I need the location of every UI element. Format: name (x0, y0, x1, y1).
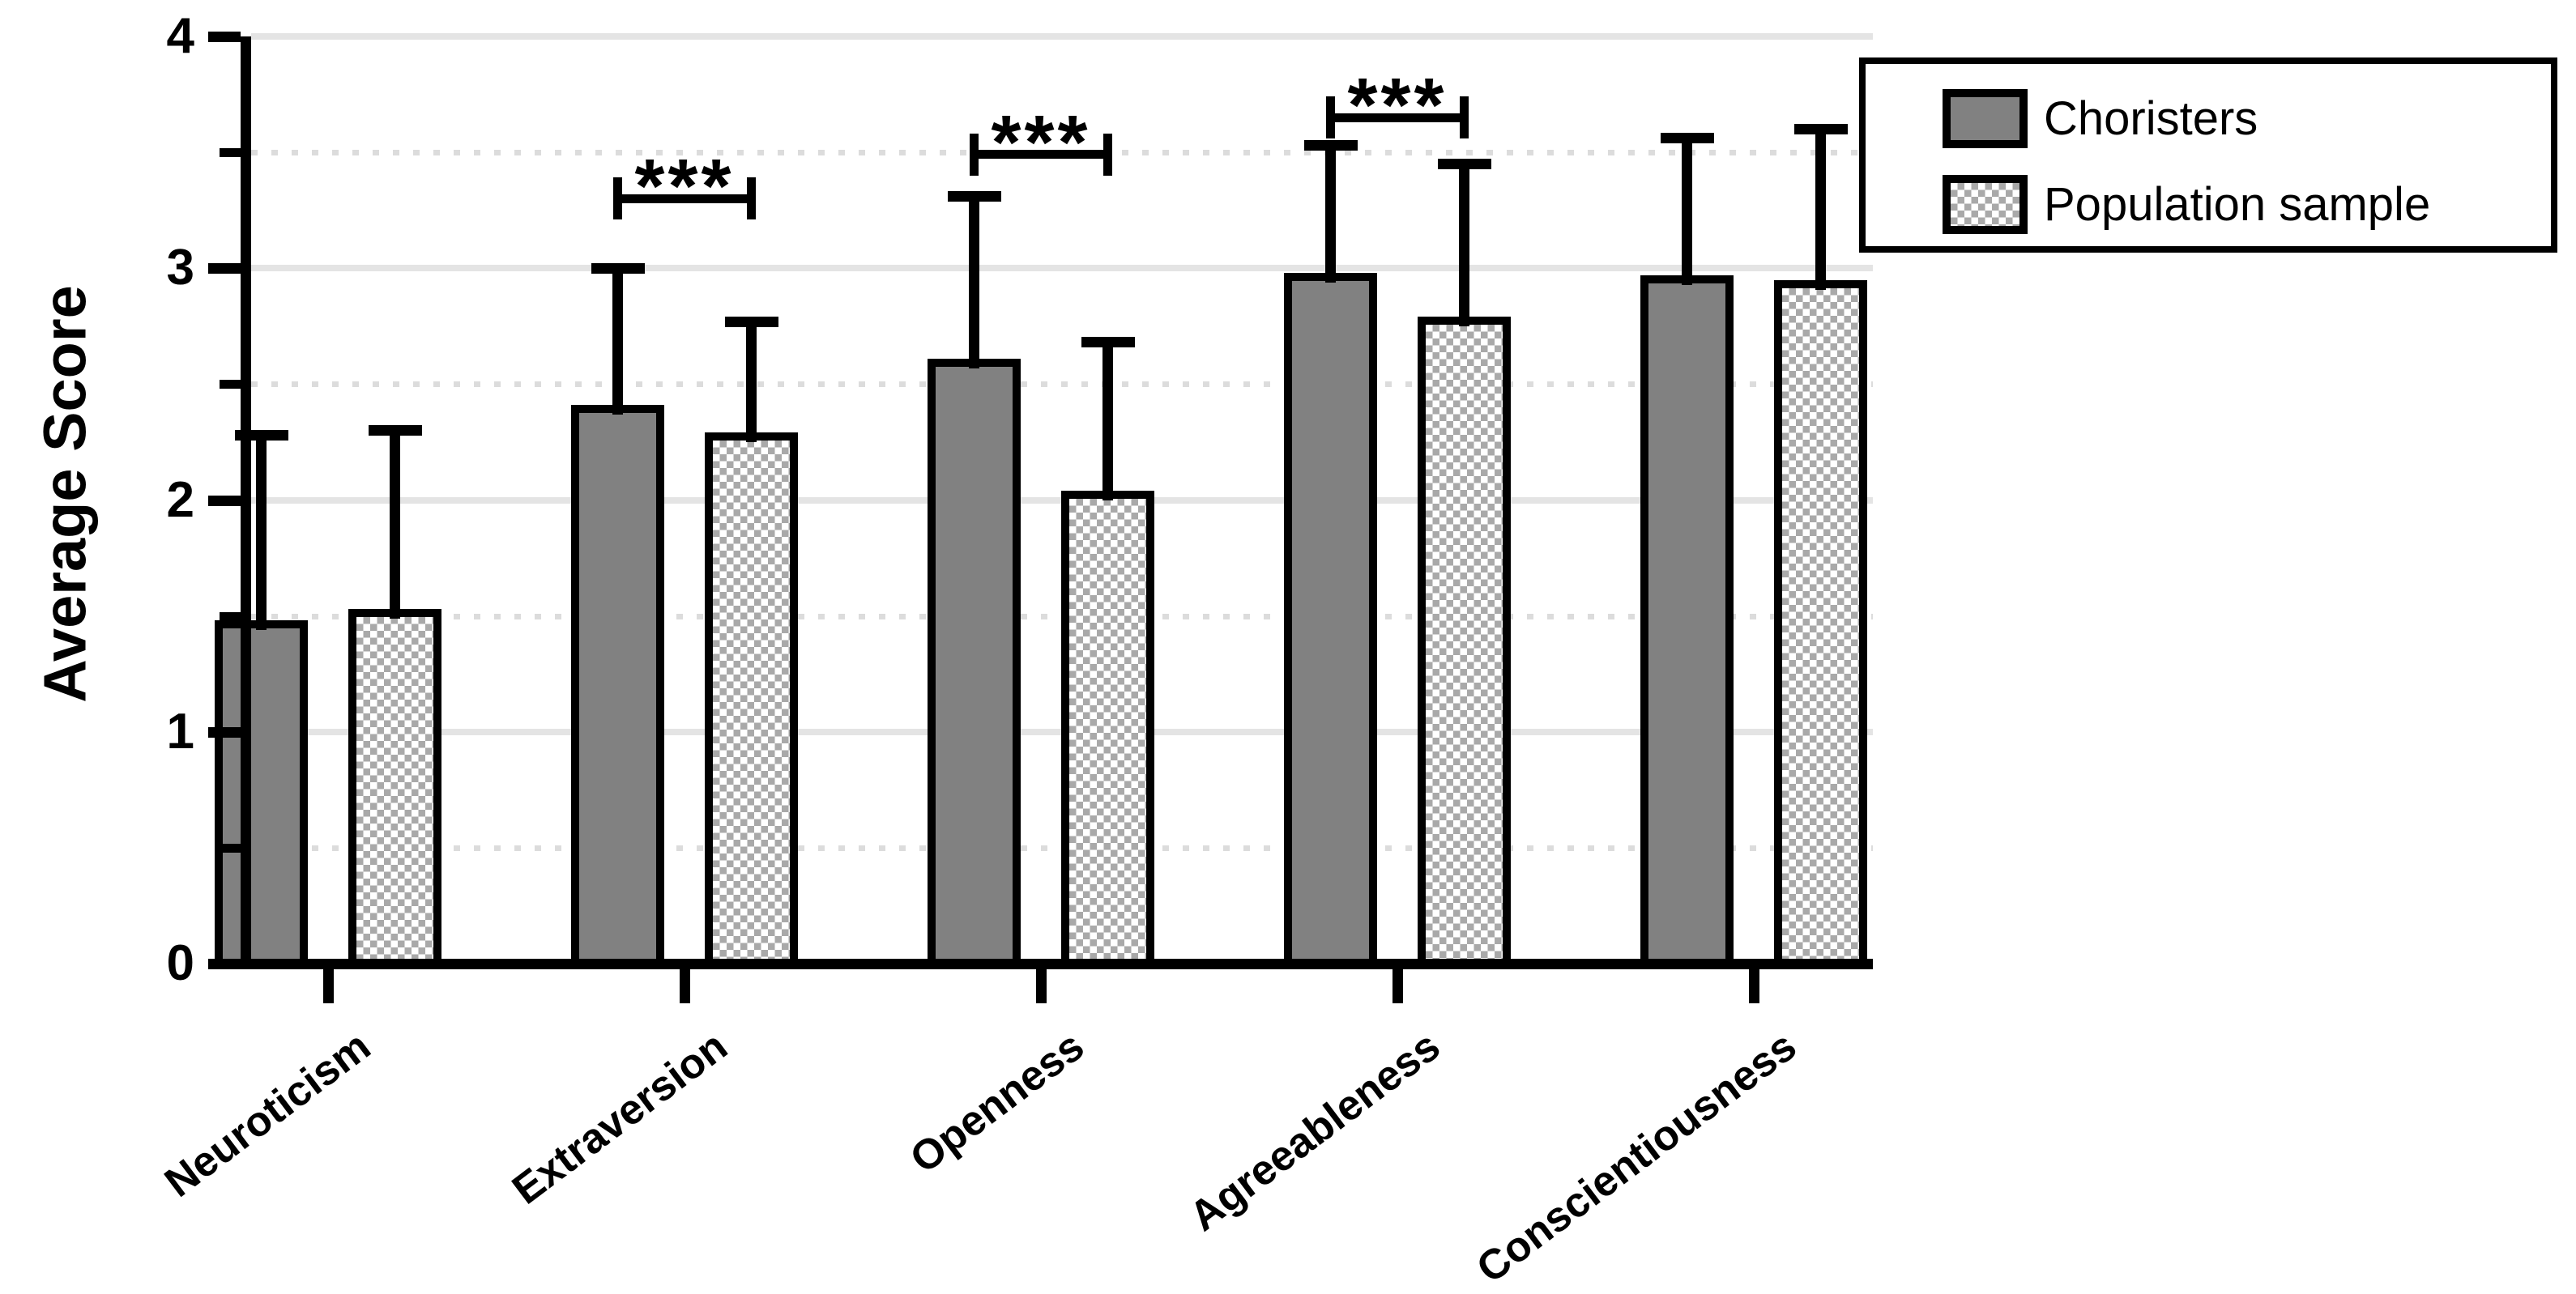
error-bar-cap (1437, 158, 1491, 169)
error-bar-cap (234, 429, 288, 441)
y-tick-label-2: 2 (166, 471, 194, 528)
bar-conscientiousness-population-sample (1774, 279, 1867, 968)
x-label-extraversion: Extraversion (503, 1022, 736, 1214)
error-bar-stem (1325, 145, 1336, 283)
x-tick-conscientiousness (1749, 969, 1759, 1003)
x-label-openness: Openness (901, 1022, 1093, 1183)
sig-bracket-agreeableness (1330, 113, 1465, 122)
error-bar-cap (1793, 124, 1848, 134)
gridline-y-4 (251, 33, 1873, 40)
sig-bracket-end (613, 177, 622, 220)
bar-conscientiousness-choristers (1640, 275, 1734, 968)
bar-openness-choristers (928, 358, 1021, 968)
y-tick-2 (208, 495, 241, 506)
error-bar-stem (746, 321, 757, 443)
y-tick-label-0: 0 (166, 935, 194, 991)
gridline-y-3 (251, 265, 1873, 272)
bar-openness-population-sample (1061, 491, 1154, 968)
y-tick-1 (208, 726, 241, 738)
error-bar-stem (1815, 129, 1826, 290)
sig-stars-agreeableness: *** (1347, 62, 1448, 149)
sig-bracket-end (1326, 96, 1335, 139)
legend-item-choristers: Choristers (1866, 86, 2551, 151)
y-tick-label-1: 1 (166, 703, 194, 760)
x-label-neuroticism: Neuroticism (156, 1022, 380, 1207)
y-minor-tick-1.5 (220, 611, 241, 621)
gridline-y-2.5 (251, 381, 1873, 388)
x-label-agreeableness: Agreeableness (1181, 1022, 1449, 1241)
sig-stars-openness: *** (991, 99, 1091, 185)
x-tick-neuroticism (323, 969, 334, 1003)
legend-box: Choristers Population sample (1859, 57, 2557, 253)
error-bar-cap (368, 425, 422, 436)
error-bar-cap (1660, 133, 1714, 144)
x-tick-agreeableness (1392, 969, 1403, 1003)
error-bar-cap (724, 316, 778, 327)
y-minor-tick-3.5 (220, 148, 241, 158)
error-bar-stem (256, 435, 267, 631)
y-minor-tick-0.5 (220, 843, 241, 853)
sig-bracket-extraversion (617, 194, 752, 203)
error-bar-stem (612, 268, 623, 415)
y-tick-label-4: 4 (166, 8, 194, 64)
legend-label: Population sample (2044, 177, 2431, 231)
legend-item-population-sample: Population sample (1866, 172, 2551, 236)
error-bar-stem (1102, 342, 1113, 501)
bar-neuroticism-choristers (215, 620, 308, 968)
y-axis-title: Average Score (31, 285, 99, 703)
y-minor-tick-2.5 (220, 380, 241, 389)
y-tick-3 (208, 263, 241, 275)
error-bar-cap (591, 262, 645, 274)
sig-bracket-end (747, 177, 756, 220)
y-axis-line (241, 36, 251, 969)
sig-bracket-end (1103, 133, 1112, 176)
y-tick-label-3: 3 (166, 240, 194, 296)
error-bar-stem (1682, 138, 1692, 285)
error-bar-cap (1081, 337, 1135, 348)
bar-extraversion-choristers (571, 405, 664, 968)
y-tick-4 (208, 32, 241, 42)
sig-bracket-end (970, 133, 979, 176)
bar-extraversion-population-sample (705, 432, 798, 968)
error-bar-stem (390, 430, 400, 619)
choristers-swatch-icon (1943, 88, 2028, 148)
x-axis-line (241, 959, 1873, 969)
y-tick-0 (208, 959, 241, 969)
sig-stars-extraversion: *** (634, 143, 735, 230)
bar-agreeableness-population-sample (1418, 317, 1511, 968)
sig-bracket-end (1460, 96, 1469, 139)
legend-label: Choristers (2044, 92, 2258, 145)
error-bar-stem (969, 196, 979, 368)
x-tick-extraversion (680, 969, 690, 1003)
error-bar-cap (1303, 140, 1358, 151)
error-bar-cap (947, 191, 1001, 202)
error-bar-stem (1459, 164, 1469, 327)
sig-bracket-openness (974, 150, 1108, 160)
population-sample-swatch-icon (1943, 174, 2028, 234)
x-tick-openness (1036, 969, 1047, 1003)
bar-agreeableness-choristers (1284, 272, 1377, 968)
x-label-conscientiousness: Conscientiousness (1468, 1022, 1806, 1293)
bar-neuroticism-population-sample (348, 609, 441, 968)
